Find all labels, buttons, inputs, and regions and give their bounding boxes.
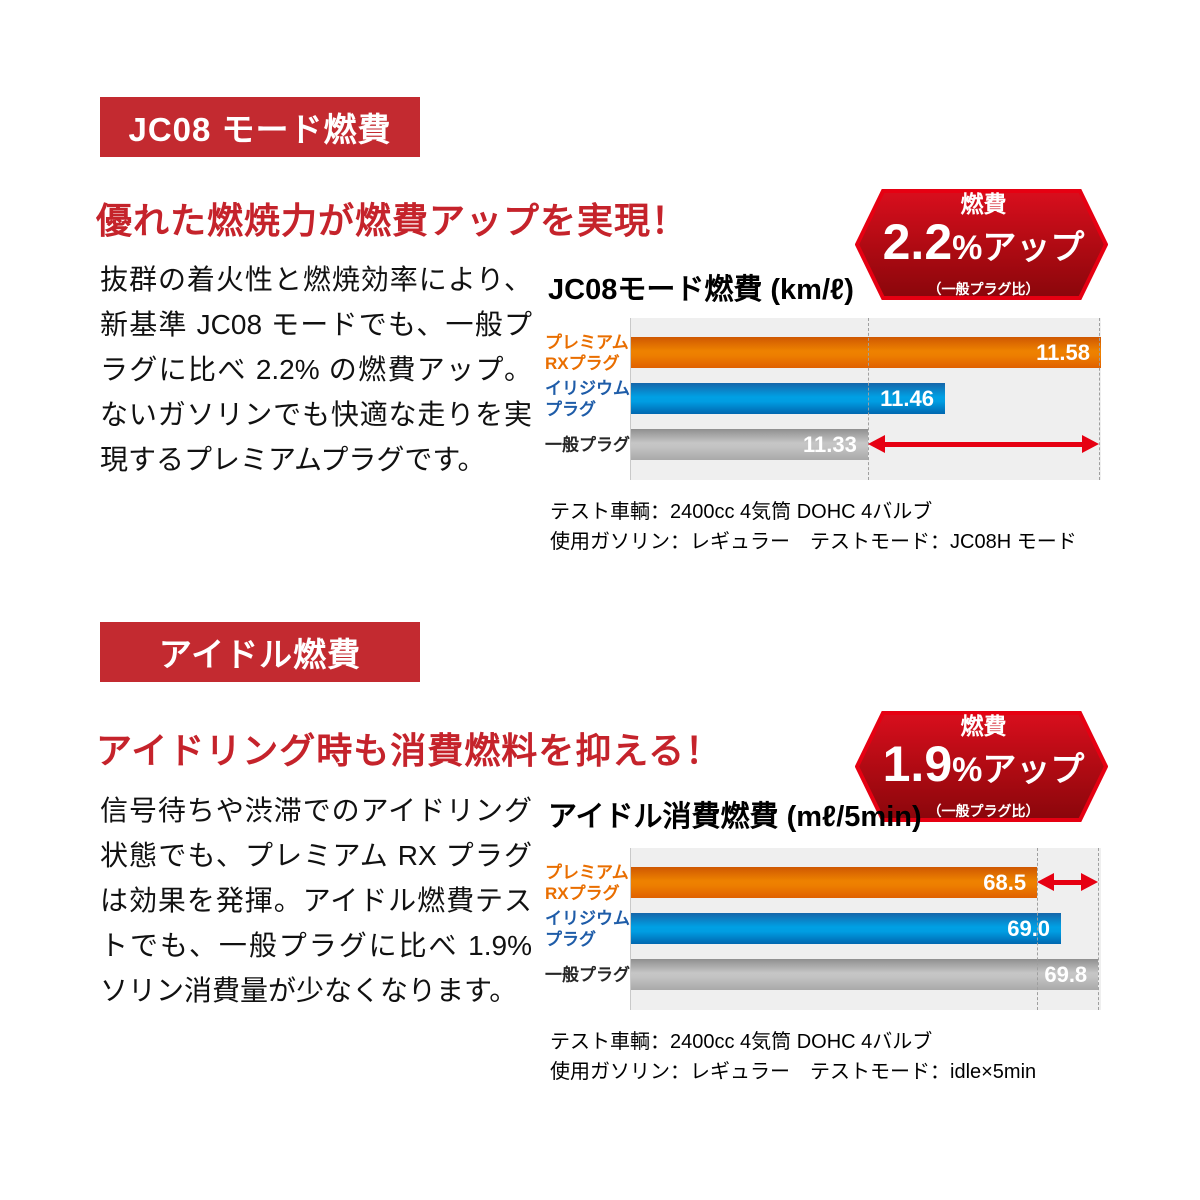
hex-badge-suffix: %アップ xyxy=(952,229,1085,267)
test-condition-line: テスト車輌：2400cc 4気筒 DOHC 4バルブ xyxy=(550,1031,933,1053)
category-label-standard: 一般プラグ xyxy=(545,435,630,454)
chart-title-idle: アイドル消費燃費 (mℓ/5min) xyxy=(548,801,922,833)
reference-dashed-line xyxy=(1098,848,1100,1010)
bar-premium-rx: 11.58 xyxy=(631,337,1101,368)
body-line: ソリン消費量が少なくなります。 xyxy=(100,975,518,1006)
hex-badge-title: 燃費 xyxy=(960,713,1007,739)
hex-badge-note: （一般プラグ比） xyxy=(927,281,1040,297)
test-condition-line: 使用ガソリン：レギュラー テストモード：JC08H モード xyxy=(550,531,1077,553)
body-line: は効果を発揮。アイドル燃費テス xyxy=(100,885,532,916)
bar-value-label: 11.46 xyxy=(880,385,934,411)
bar-value-label: 69.8 xyxy=(1044,961,1088,987)
bar-value-label: 11.58 xyxy=(1036,339,1090,365)
hex-badge-text: 燃費 2.2%アップ （一般プラグ比） xyxy=(869,188,1098,301)
arrowhead-left-icon xyxy=(1037,873,1055,891)
arrowhead-left-icon xyxy=(867,435,885,453)
section-headline: アイドリング時も消費燃料を抑える！ xyxy=(96,730,723,771)
hex-badge-suffix: %アップ xyxy=(952,751,1085,789)
hex-badge-value: 2.2 xyxy=(882,214,953,270)
test-condition-line: テスト車輌：2400cc 4気筒 DOHC 4バルブ xyxy=(550,501,933,523)
chart-row-premium-rx: プレミアム RXプラグ 68.5 xyxy=(545,863,1101,903)
body-line: 新基準 JC08 モードでも、一般プ xyxy=(100,309,532,340)
bar-value-label: 11.33 xyxy=(803,431,857,457)
body-line: ないガソリンでも快適な走りを実 xyxy=(100,399,532,430)
chart-row-standard: 一般プラグ 69.8 xyxy=(545,959,1101,990)
bar-iridium: 11.46 xyxy=(631,383,945,414)
category-label-premium-rx: プレミアム RXプラグ xyxy=(545,332,629,373)
hex-badge-text: 燃費 1.9%アップ （一般プラグ比） xyxy=(869,710,1098,823)
section-body-text: 信号待ちや渋滞でのアイドリング 状態でも、プレミアム RX プラグ は効果を発揮… xyxy=(100,788,532,1013)
bar-premium-rx: 68.5 xyxy=(631,867,1038,898)
section-title-label: JC08 モード燃費 xyxy=(128,111,392,148)
bar-value-label: 69.0 xyxy=(1007,915,1051,941)
category-label-premium-rx: プレミアム RXプラグ xyxy=(545,862,629,903)
body-line: 信号待ちや渋滞でのアイドリング xyxy=(100,795,532,826)
bar-standard: 11.33 xyxy=(631,429,868,460)
hex-badge-shape xyxy=(855,189,1108,300)
category-label-iridium: イリジウム プラグ xyxy=(545,908,630,949)
body-line: トでも、一般プラグに比べ 1.9% ガ xyxy=(100,930,532,961)
section-body-text: 抜群の着火性と燃焼効率により、 新基準 JC08 モードでも、一般プ ラグに比べ… xyxy=(100,257,532,482)
section-title-badge-idle: アイドル燃費 xyxy=(100,622,420,682)
reference-dashed-line xyxy=(867,318,869,480)
category-label-standard: 一般プラグ xyxy=(545,965,630,984)
body-line: 現するプレミアムプラグです。 xyxy=(100,444,486,475)
hex-badge-value: 1.9 xyxy=(882,736,953,792)
chart-row-standard: 一般プラグ 11.33 xyxy=(545,429,1101,460)
hex-badge-note: （一般プラグ比） xyxy=(927,803,1040,819)
body-line: ラグに比べ 2.2% の燃費アップ。少 xyxy=(100,354,532,385)
chart-row-premium-rx: プレミアム RXプラグ 11.58 xyxy=(545,333,1101,373)
idle-bar-chart: プレミアム RXプラグ 68.5 イリジウム プラグ 69.0 一般プラグ 69… xyxy=(545,848,1101,1010)
improvement-arrow xyxy=(867,435,1100,453)
bar-value-label: 68.5 xyxy=(983,869,1027,895)
hex-badge-shape xyxy=(855,711,1108,822)
hex-badge-title: 燃費 xyxy=(960,191,1007,217)
section-title-badge-jc08: JC08 モード燃費 xyxy=(100,97,420,157)
chart-row-iridium: イリジウム プラグ 11.46 xyxy=(545,379,1101,419)
arrowhead-right-icon xyxy=(1082,435,1100,453)
test-conditions: テスト車輌：2400cc 4気筒 DOHC 4バルブ 使用ガソリン：レギュラー … xyxy=(550,1027,1036,1087)
test-conditions: テスト車輌：2400cc 4気筒 DOHC 4バルブ 使用ガソリン：レギュラー … xyxy=(550,497,1077,557)
category-label-iridium: イリジウム プラグ xyxy=(545,378,630,419)
chart-title-jc08: JC08モード燃費 (km/ℓ) xyxy=(548,274,854,306)
fuel-saving-hex-badge: 燃費 1.9%アップ （一般プラグ比） xyxy=(855,710,1108,823)
section-headline: 優れた燃焼力が燃費アップを実現！ xyxy=(96,200,689,241)
bar-standard: 69.8 xyxy=(631,959,1099,990)
reference-dashed-line xyxy=(1099,318,1101,480)
jc08-bar-chart: プレミアム RXプラグ 11.58 イリジウム プラグ 11.46 一般プラグ … xyxy=(545,318,1101,480)
section-title-label: アイドル燃費 xyxy=(158,636,362,673)
arrowhead-right-icon xyxy=(1081,873,1099,891)
bar-iridium: 69.0 xyxy=(631,913,1062,944)
body-line: 状態でも、プレミアム RX プラグ xyxy=(100,840,532,871)
test-condition-line: 使用ガソリン：レギュラー テストモード：idle×5min xyxy=(550,1061,1037,1083)
improvement-arrow xyxy=(1037,873,1099,891)
fuel-saving-hex-badge: 燃費 2.2%アップ （一般プラグ比） xyxy=(855,188,1108,301)
reference-dashed-line xyxy=(1037,848,1039,1010)
body-line: 抜群の着火性と燃焼効率により、 xyxy=(100,264,532,295)
chart-row-iridium: イリジウム プラグ 69.0 xyxy=(545,909,1101,949)
